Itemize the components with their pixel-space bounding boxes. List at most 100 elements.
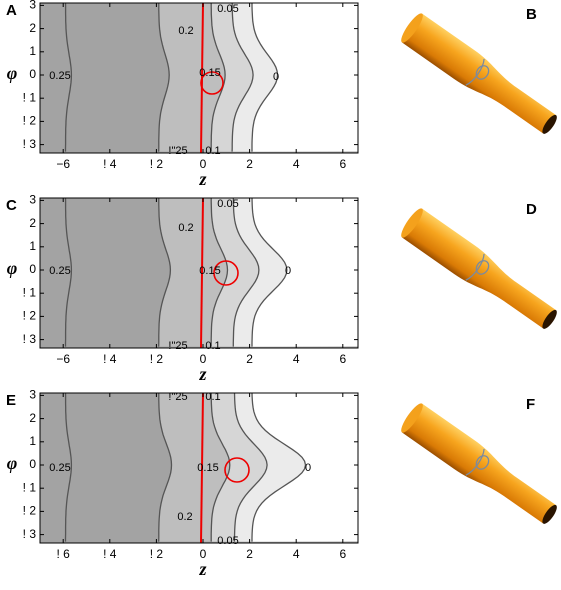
y-tick-label: 3 — [29, 388, 36, 402]
y-tick-label: 0 — [29, 457, 36, 471]
contour-label: 0.1 — [205, 391, 220, 403]
y-tick-label: ! 3 — [23, 332, 37, 346]
y-tick-label: ! 1 — [23, 90, 37, 104]
y-tick-label: ! 3 — [23, 137, 37, 151]
x-tick-label: 0 — [200, 352, 207, 366]
frame — [39, 2, 359, 154]
contour-line — [158, 198, 172, 347]
x-tick-label: ! 2 — [150, 547, 164, 561]
ring — [465, 58, 485, 86]
contour-line — [158, 3, 170, 152]
patch — [475, 65, 490, 80]
contour-label: 0.2 — [177, 511, 192, 523]
tube-opening — [542, 309, 557, 329]
contour-label: 0.2 — [178, 222, 193, 234]
x-axis-label: z — [198, 364, 206, 384]
plot-area — [40, 393, 358, 543]
contour-label: 0 — [305, 462, 311, 474]
contour-line — [251, 198, 288, 347]
red-line — [200, 393, 204, 543]
contour-label: 0 — [285, 265, 291, 277]
contour-line — [233, 393, 268, 542]
contour-line — [158, 393, 173, 542]
contour-label: 0.1 — [205, 145, 220, 157]
tube-body — [401, 13, 557, 134]
tube-render — [401, 208, 557, 329]
contour-label: 0.2 — [178, 25, 193, 37]
x-tick-label: ! 2 — [150, 157, 164, 171]
tube-cap — [401, 403, 423, 433]
y-tick-label: 2 — [29, 21, 36, 35]
contour-label: !"25 — [168, 145, 187, 157]
ring — [465, 253, 485, 281]
y-axis-label: φ — [7, 453, 18, 473]
panel-label: B — [526, 6, 537, 23]
y-tick-label: ! 2 — [23, 309, 37, 323]
tube-render — [401, 403, 557, 524]
contour-line — [251, 393, 307, 542]
x-tick-label: 0 — [200, 547, 207, 561]
contour-plot: 0.05 0.2 0.25 0.15 0 !"25 0.1 −6 ! 4 ! 2 0 2 4 6 3 2 1 0!… — [6, 0, 537, 189]
contour-line — [64, 393, 73, 542]
contour-line — [210, 393, 231, 542]
contour-label: 0.15 — [199, 265, 220, 277]
contour-label: 0.05 — [217, 198, 238, 210]
y-tick-label: 0 — [29, 262, 36, 276]
x-axis-label: z — [198, 559, 206, 579]
tube-cap — [401, 208, 423, 238]
y-tick-label: 1 — [29, 434, 36, 448]
x-tick-label: 2 — [246, 352, 253, 366]
patch — [475, 260, 490, 275]
y-tick-label: ! 1 — [23, 285, 37, 299]
x-tick-label: ! 4 — [103, 157, 117, 171]
y-tick-label: 2 — [29, 216, 36, 230]
x-tick-label: ! 4 — [103, 352, 117, 366]
contour-line — [251, 3, 279, 152]
x-tick-label: −6 — [56, 157, 70, 171]
contour-line — [64, 198, 73, 347]
contour-label: 0.15 — [197, 462, 218, 474]
contour-label: 0.1 — [205, 340, 220, 352]
x-tick-label: ! 2 — [150, 352, 164, 366]
tube-opening — [542, 114, 557, 134]
contour-label: 0.05 — [217, 535, 238, 547]
x-tick-label: 4 — [293, 352, 300, 366]
y-tick-label: 1 — [29, 44, 36, 58]
x-tick-label: −6 — [56, 352, 70, 366]
y-tick-label: 1 — [29, 239, 36, 253]
y-axis-label: φ — [7, 258, 18, 278]
y-tick-label: ! 2 — [23, 504, 37, 518]
contour-line — [232, 198, 260, 347]
y-tick-label: 2 — [29, 411, 36, 425]
frame — [39, 392, 359, 544]
x-tick-label: 4 — [293, 157, 300, 171]
contour-label: !"25 — [168, 340, 187, 352]
contour-label: 0.25 — [49, 462, 70, 474]
red-circle — [213, 260, 239, 286]
panel-label: F — [526, 396, 535, 413]
tube-body — [401, 208, 557, 329]
tube-body — [401, 403, 557, 524]
frame — [39, 197, 359, 349]
contour-line — [210, 3, 226, 152]
x-tick-label: 4 — [293, 547, 300, 561]
red-circle — [200, 71, 224, 95]
x-tick-label: 2 — [246, 547, 253, 561]
contour-label: 0.05 — [217, 3, 238, 15]
plot-area — [40, 3, 358, 153]
x-tick-label: ! 4 — [103, 547, 117, 561]
x-tick-label: 6 — [339, 547, 346, 561]
x-axis-label: z — [198, 169, 206, 189]
y-axis-label: φ — [7, 63, 18, 83]
contour-line — [231, 3, 254, 152]
panel-label: E — [6, 392, 16, 409]
contour-label: 0 — [273, 71, 279, 83]
patch — [475, 455, 490, 470]
red-circle — [224, 457, 250, 483]
contour-line — [210, 198, 229, 347]
region — [252, 198, 358, 347]
tube-opening — [542, 504, 557, 524]
plot-area — [40, 198, 358, 348]
x-tick-label: ! 6 — [57, 547, 71, 561]
